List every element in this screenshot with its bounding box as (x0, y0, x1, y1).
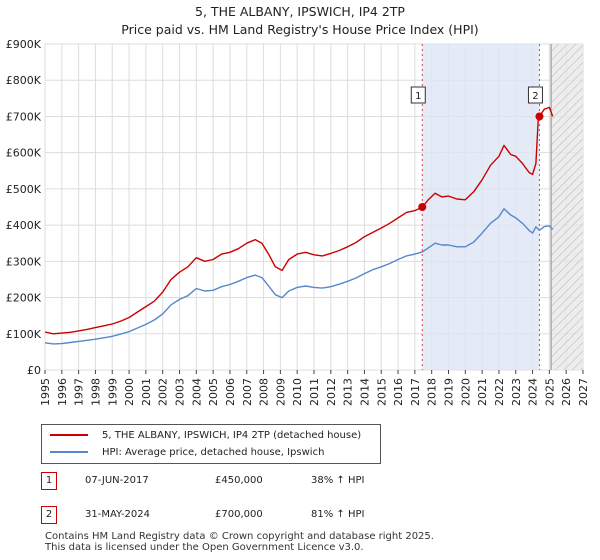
sale-2-badge (527, 86, 543, 104)
x-tick-label: 2005 (207, 378, 220, 406)
sale-row: 2 31-MAY-2024 £700,000 81% ↑ HPI (41, 506, 441, 526)
legend-label-hpi: HPI: Average price, detached house, Ipsw… (102, 447, 325, 458)
x-tick-label: 2026 (560, 378, 573, 406)
x-tick-label: 1995 (39, 378, 52, 406)
footer-line-1: Contains HM Land Registry data © Crown c… (45, 531, 434, 542)
x-axis-ticks: 1995 1996 1997 1998 1999 2000 2001 2002 2003 2004… (39, 370, 590, 406)
sale-hpi-change: 38% ↑ HPI (311, 475, 365, 486)
shaded-regions (422, 44, 583, 370)
sale-1-badge (410, 86, 426, 104)
x-tick-label: 2021 (476, 378, 489, 406)
sale-2-point (535, 112, 544, 121)
x-tick-label: 1996 (56, 378, 69, 406)
sale-date: 31-MAY-2024 (85, 509, 151, 520)
x-tick-label: 2008 (258, 378, 271, 406)
sale-price: £700,000 (215, 509, 263, 520)
hpi-line (44, 208, 554, 345)
x-tick-label: 1999 (106, 378, 119, 406)
series-lines (44, 106, 554, 345)
x-tick-label: 2012 (325, 378, 338, 406)
hatched-region-future (551, 44, 583, 370)
x-tick-label: 2017 (409, 378, 422, 406)
sale-2-badge-label: 2 (532, 91, 538, 102)
sale-1-badge-label: 1 (415, 91, 421, 102)
legend-swatch-hpi (50, 451, 88, 453)
x-tick-label: 2006 (224, 378, 237, 406)
x-tick-label: 2013 (342, 378, 355, 406)
x-tick-label: 2004 (190, 378, 203, 406)
x-tick-label: 2015 (375, 378, 388, 406)
x-tick-label: 2002 (157, 378, 170, 406)
x-tick-label: 2001 (140, 378, 153, 406)
shaded-region-between-sales (422, 44, 540, 370)
legend: 5, THE ALBANY, IPSWICH, IP4 2TP (detache… (41, 424, 381, 464)
y-tick-label: £600K (6, 147, 42, 160)
x-tick-label: 1997 (73, 378, 86, 406)
y-tick-label: £800K (6, 74, 42, 87)
y-axis-ticks: £0 £100K £200K £300K £400K £500K £600K £700K £80… (6, 38, 42, 377)
sale-1-point (418, 203, 427, 211)
sale-hpi-change: 81% ↑ HPI (311, 509, 365, 520)
y-tick-label: £100K (6, 328, 42, 341)
x-tick-label: 2027 (577, 378, 590, 406)
x-tick-label: 2024 (527, 378, 540, 406)
x-tick-label: 2016 (392, 378, 405, 406)
sale-price: £450,000 (215, 475, 263, 486)
legend-item-hpi: HPI: Average price, detached house, Ipsw… (50, 446, 324, 460)
x-tick-label: 2010 (291, 378, 304, 406)
x-tick-label: 2011 (308, 378, 321, 406)
sale-date: 07-JUN-2017 (85, 475, 149, 486)
y-tick-label: £900K (6, 38, 42, 51)
sale-markers-lines (421, 44, 540, 370)
sale-number-badge: 2 (41, 506, 57, 524)
sale-row: 1 07-JUN-2017 £450,000 38% ↑ HPI (41, 472, 441, 492)
x-tick-label: 2018 (426, 378, 439, 406)
x-tick-label: 2009 (274, 378, 287, 406)
sale-points (418, 112, 544, 211)
x-tick-label: 2000 (123, 378, 136, 406)
y-tick-label: £500K (6, 183, 42, 196)
title-line-1: 5, THE ALBANY, IPSWICH, IP4 2TP (195, 4, 405, 19)
footer-attribution: Contains HM Land Registry data © Crown c… (45, 531, 434, 553)
y-tick-label: £0 (27, 364, 41, 377)
x-tick-label: 2025 (543, 378, 556, 406)
sale-number-badge: 1 (41, 472, 57, 490)
y-tick-label: £300K (6, 255, 42, 268)
footer-line-2: This data is licensed under the Open Gov… (45, 542, 364, 553)
y-tick-label: £200K (6, 292, 42, 305)
y-tick-label: £700K (6, 110, 42, 123)
y-tick-label: £400K (6, 219, 42, 232)
legend-label-property: 5, THE ALBANY, IPSWICH, IP4 2TP (detache… (102, 430, 362, 441)
x-tick-label: 2023 (510, 378, 523, 406)
legend-item-property: 5, THE ALBANY, IPSWICH, IP4 2TP (detache… (50, 429, 361, 443)
title-line-2: Price paid vs. HM Land Registry's House … (121, 22, 479, 37)
x-tick-label: 2022 (493, 378, 506, 406)
legend-swatch-property (50, 434, 88, 436)
x-tick-label: 2019 (443, 378, 456, 406)
chart-title: 5, THE ALBANY, IPSWICH, IP4 2TP Price pa… (0, 3, 600, 39)
x-tick-label: 1998 (89, 378, 102, 406)
x-tick-label: 2007 (241, 378, 254, 406)
x-tick-label: 2014 (358, 378, 371, 406)
x-tick-label: 2003 (174, 378, 187, 406)
x-tick-label: 2020 (459, 378, 472, 406)
property-price-line (44, 106, 554, 335)
